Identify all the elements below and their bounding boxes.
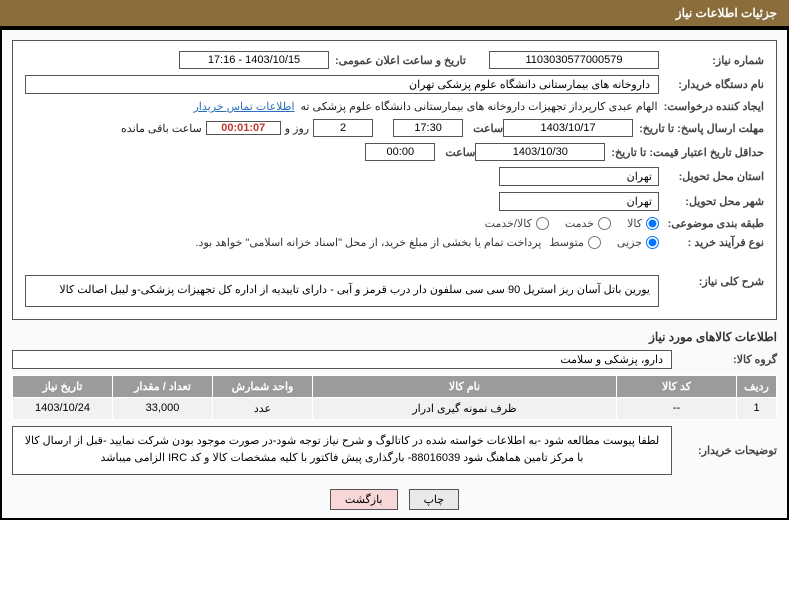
category-label: طبقه بندی موضوعی: xyxy=(659,217,764,230)
category-radio-0[interactable] xyxy=(646,217,659,230)
category-radio-group: کالا خدمت کالا/خدمت xyxy=(485,217,659,230)
deadline-label: مهلت ارسال پاسخ: تا تاریخ: xyxy=(633,122,764,135)
page-header: جزئیات اطلاعات نیاز xyxy=(0,0,789,28)
col-qty: تعداد / مقدار xyxy=(113,375,213,397)
cell-date: 1403/10/24 xyxy=(13,397,113,419)
print-button[interactable]: چاپ xyxy=(409,489,460,510)
proc-type-option-0[interactable]: جزیی xyxy=(617,236,659,249)
requester-label: ایجاد کننده درخواست: xyxy=(658,100,764,113)
payment-note: پرداخت تمام یا بخشی از مبلغ خرید، از محل… xyxy=(196,236,542,249)
need-number-label: شماره نیاز: xyxy=(659,54,764,67)
table-row: 1 -- ظرف نمونه گیری ادرار عدد 33,000 140… xyxy=(13,397,777,419)
goods-group-value: دارو، پزشکی و سلامت xyxy=(12,350,672,369)
announce-label: تاریخ و ساعت اعلان عمومی: xyxy=(329,54,489,67)
summary-label: شرح کلی نیاز: xyxy=(659,275,764,288)
buyer-org-value: داروخانه های بیمارستانی دانشگاه علوم پزش… xyxy=(25,75,659,94)
goods-section-title: اطلاعات کالاهای مورد نیاز xyxy=(12,330,777,344)
back-button[interactable]: بازگشت xyxy=(330,489,398,510)
remaining-word: ساعت باقی مانده xyxy=(117,122,206,135)
proc-type-label: نوع فرآیند خرید : xyxy=(659,236,764,249)
buyer-note-label: توضیحات خریدار: xyxy=(672,444,777,457)
category-radio-1[interactable] xyxy=(598,217,611,230)
goods-table: ردیف کد کالا نام کالا واحد شمارش تعداد /… xyxy=(12,375,777,420)
province-value: تهران xyxy=(499,167,659,186)
col-unit: واحد شمارش xyxy=(213,375,313,397)
deadline-time: 17:30 xyxy=(393,119,463,137)
city-label: شهر محل تحویل: xyxy=(659,195,764,208)
city-value: تهران xyxy=(499,192,659,211)
col-name: نام کالا xyxy=(313,375,617,397)
buyer-note-text: لطفا پیوست مطالعه شود -به اطلاعات خواسته… xyxy=(12,426,672,475)
time-label-1: ساعت xyxy=(463,122,503,135)
category-radio-2[interactable] xyxy=(536,217,549,230)
requester-value: الهام عبدی کارپرداز تجهیزات داروخانه های… xyxy=(301,100,658,113)
goods-group-label: گروه کالا: xyxy=(672,353,777,366)
province-label: استان محل تحویل: xyxy=(659,170,764,183)
category-option-2[interactable]: کالا/خدمت xyxy=(485,217,549,230)
proc-type-option-1[interactable]: متوسط xyxy=(549,236,601,249)
validity-label: حداقل تاریخ اعتبار قیمت: تا تاریخ: xyxy=(605,146,764,159)
days-remaining: 2 xyxy=(313,119,373,137)
page-title: جزئیات اطلاعات نیاز xyxy=(676,6,777,20)
col-code: کد کالا xyxy=(617,375,737,397)
days-word: روز و xyxy=(281,122,313,135)
validity-time: 00:00 xyxy=(365,143,435,161)
main-frame: شماره نیاز: 1103030577000579 تاریخ و ساع… xyxy=(0,28,789,520)
proc-type-radio-0[interactable] xyxy=(646,236,659,249)
cell-unit: عدد xyxy=(213,397,313,419)
buyer-org-label: نام دستگاه خریدار: xyxy=(659,78,764,91)
cell-row: 1 xyxy=(737,397,777,419)
category-option-0[interactable]: کالا xyxy=(627,217,659,230)
cell-code: -- xyxy=(617,397,737,419)
announce-value: 1403/10/15 - 17:16 xyxy=(179,51,329,69)
deadline-date: 1403/10/17 xyxy=(503,119,633,137)
table-header-row: ردیف کد کالا نام کالا واحد شمارش تعداد /… xyxy=(13,375,777,397)
col-date: تاریخ نیاز xyxy=(13,375,113,397)
cell-qty: 33,000 xyxy=(113,397,213,419)
col-row: ردیف xyxy=(737,375,777,397)
time-label-2: ساعت xyxy=(435,146,475,159)
buyer-contact-link[interactable]: اطلاعات تماس خریدار xyxy=(193,100,294,113)
cell-name: ظرف نمونه گیری ادرار xyxy=(313,397,617,419)
category-option-1[interactable]: خدمت xyxy=(565,217,611,230)
proc-type-radio-1[interactable] xyxy=(588,236,601,249)
details-panel: شماره نیاز: 1103030577000579 تاریخ و ساع… xyxy=(12,40,777,320)
button-row: چاپ بازگشت xyxy=(2,481,787,518)
proc-type-radio-group: جزیی متوسط xyxy=(549,236,659,249)
countdown-timer: 00:01:07 xyxy=(206,121,281,135)
need-number-value: 1103030577000579 xyxy=(489,51,659,69)
validity-date: 1403/10/30 xyxy=(475,143,605,161)
summary-text: یورین باتل آسان ریز استریل 90 سی سی سلفو… xyxy=(25,275,659,307)
